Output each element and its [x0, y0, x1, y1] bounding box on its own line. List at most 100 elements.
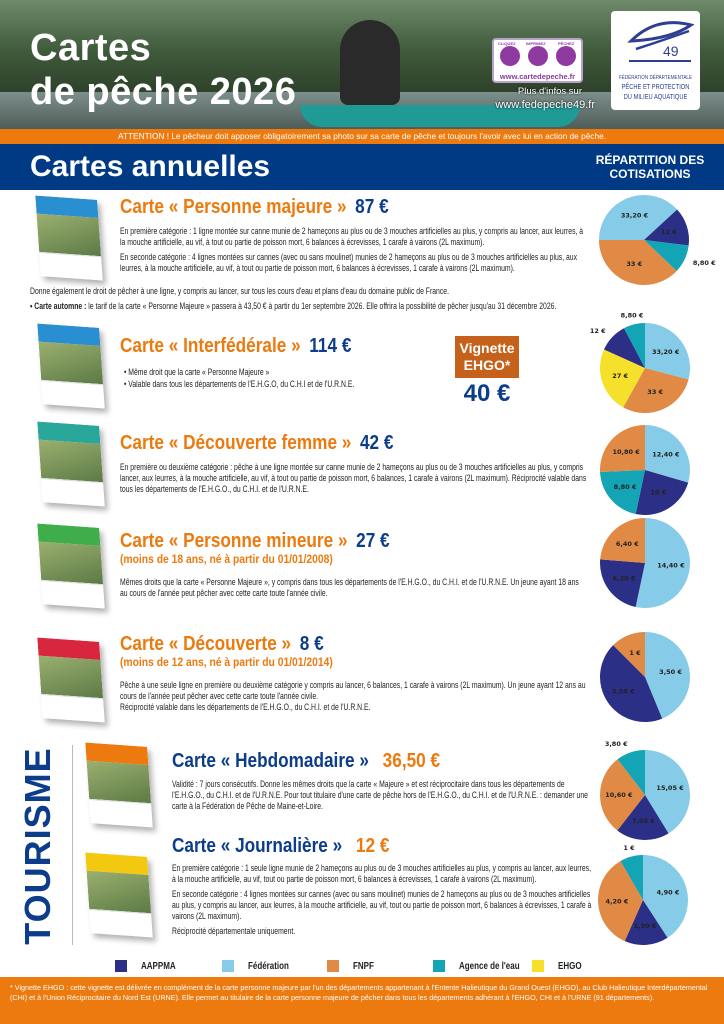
- pie-chart: 14,40 € 6,20 € 6,40 €: [600, 518, 690, 608]
- print-icon: [528, 46, 548, 66]
- fish-icon: [556, 46, 576, 66]
- pie-slice: [600, 349, 645, 408]
- footnote: * Vignette EHGO : cette vignette est dél…: [0, 977, 724, 1024]
- paragraph: Pêche à une seule ligne en première ou d…: [120, 680, 586, 701]
- boat: [300, 105, 580, 127]
- card-thumbnail: [37, 523, 105, 609]
- pie-slice-label: 8,80 €: [621, 312, 644, 320]
- pie-slice: [600, 759, 645, 831]
- paragraph: Réciprocité départementale uniquement.: [172, 926, 296, 936]
- legend-swatch: [222, 960, 234, 972]
- card-description: En première ou deuxième catégorie : pêch…: [120, 462, 587, 499]
- cartedepeche-logo[interactable]: CLIQUEZ IMPRIMEZ PÊCHEZ www.cartedepeche…: [492, 38, 583, 83]
- pie-slice-label: 14,40 €: [657, 562, 685, 570]
- pie-slice-label: 12 €: [661, 228, 677, 236]
- tourisme-label: TOURISME: [17, 747, 58, 945]
- price: 87 €: [355, 196, 389, 218]
- legend-swatch: [115, 960, 127, 972]
- info-url[interactable]: www.fedepeche49.fr: [495, 99, 595, 111]
- step-label: IMPRIMEZ: [526, 41, 546, 46]
- pie-slice: [620, 855, 643, 900]
- pie-slice-label: 15,05 €: [656, 784, 684, 792]
- vignette-price: 40 €: [463, 380, 511, 407]
- card-title-personne-mineure: Carte « Personne mineure » 27 €: [120, 530, 390, 552]
- section-title: Cartes annuelles: [30, 150, 271, 183]
- card-title-journaliere: Carte « Journalière » 12 €: [172, 835, 390, 857]
- card-description: Mêmes droits que la carte « Personne Maj…: [120, 577, 587, 603]
- pie-slice-label: 3,80 €: [605, 740, 628, 748]
- pie-slice-label: 8,80 €: [693, 259, 716, 267]
- price: 12 €: [355, 835, 390, 857]
- pie-slice-label: 10,60 €: [605, 791, 633, 799]
- card-thumbnail: [37, 637, 105, 723]
- pie-slice: [598, 861, 643, 942]
- click-icon: [500, 46, 520, 66]
- pie-chart: 33,20 € 33 € 27 € 12 € 8,80 €: [590, 312, 690, 413]
- pie-slice: [645, 749, 691, 834]
- pie-slice-label: 1,90 €: [634, 922, 657, 930]
- pie-slice: [644, 240, 689, 271]
- paragraph: En première ou deuxième catégorie : pêch…: [120, 462, 587, 494]
- price: 42 €: [359, 432, 394, 454]
- card-description: Validité : 7 jours consécutifs. Donne le…: [172, 779, 592, 816]
- price: 114 €: [309, 335, 352, 357]
- pie-chart: 12,40 € 10 € 8,80 € 10,80 €: [600, 425, 690, 515]
- card-description: En première catégorie : 1 ligne montée s…: [120, 226, 587, 278]
- legend-swatch: [433, 960, 445, 972]
- pie-slice-label: 3,50 €: [612, 688, 635, 696]
- cotisations-pie-charts: 33,20 € 12 € 8,80 € 33 € 33,20 € 33 € 27 € 12 €…: [590, 195, 716, 946]
- pie-chart: 3,50 € 3,50 € 1 €: [600, 632, 690, 722]
- legend-item: Fédération: [222, 960, 299, 972]
- pie-slice: [613, 632, 645, 677]
- page-title-line1: Cartes: [30, 27, 152, 69]
- card-thumbnail: [37, 421, 105, 507]
- federation-name-line: PÊCHE ET PROTECTION: [621, 84, 690, 91]
- pie-slice-label: 4,90 €: [657, 889, 680, 897]
- paragraph: Validité : 7 jours consécutifs. Donne le…: [172, 779, 588, 811]
- card-title-decouverte: Carte « Découverte » 8 €: [120, 633, 324, 655]
- pie-slice-label: 1 €: [623, 844, 635, 852]
- paragraph: En première catégorie : 1 seule ligne mu…: [172, 863, 591, 884]
- card-notes: Donne également le droit de pêcher à une…: [30, 286, 592, 316]
- federation-name-line: FÉDÉRATION DÉPARTEMENTALE: [618, 75, 693, 81]
- pie-slice-label: 6,40 €: [616, 540, 639, 548]
- pie-slice: [600, 470, 645, 515]
- divider: [72, 745, 73, 945]
- pie-slice: [645, 632, 690, 719]
- cartedepeche-url[interactable]: www.cartedepeche.fr: [499, 72, 576, 81]
- pie-slice-label: 4,20 €: [606, 897, 629, 905]
- pie-slice: [617, 750, 645, 795]
- section-band: Cartes annuelles RÉPARTITION DES COTISAT…: [0, 144, 724, 190]
- card-thumbnail: [35, 195, 103, 281]
- card-bullets: • Même droit que la carte « Personne Maj…: [124, 366, 443, 390]
- bullet: • Valable dans tous les départements de …: [124, 379, 355, 389]
- pie-chart: 33,20 € 12 € 8,80 € 33 €: [599, 195, 716, 285]
- pie-slice: [623, 368, 689, 413]
- card-title-personne-majeure: Carte « Personne majeure » 87 €: [120, 196, 389, 218]
- legend-item: EHGO: [532, 960, 587, 972]
- pie-slice: [645, 323, 690, 380]
- pie-slice: [600, 425, 645, 473]
- paragraph: En première catégorie : 1 ligne montée s…: [120, 226, 584, 247]
- pie-slice: [600, 645, 663, 722]
- pie-slice: [600, 559, 645, 608]
- pie-slice-label: 7,05 €: [632, 817, 655, 825]
- pie-slice: [599, 195, 678, 240]
- card-thumbnail: [85, 852, 153, 938]
- legend-swatch: [532, 960, 544, 972]
- pie-slice-label: 27 €: [612, 372, 628, 380]
- pie-slice-label: 33,20 €: [621, 212, 649, 220]
- pie-slice-label: 6,20 €: [613, 575, 636, 583]
- bullet: • Même droit que la carte « Personne Maj…: [124, 367, 270, 377]
- legend: AAPPMA Fédération FNPF Agence de l'eau E…: [0, 958, 724, 976]
- department-number: 49: [663, 43, 679, 59]
- card-thumbnail: [85, 742, 153, 828]
- pie-slice: [617, 795, 669, 841]
- pie-slice-label: 12 €: [590, 327, 606, 335]
- vignette-ehgo-badge: Vignette EHGO*: [455, 336, 519, 378]
- pie-slice-label: 33,20 €: [652, 348, 680, 356]
- pie-slice: [603, 328, 645, 368]
- fish-logo-icon: [627, 21, 695, 62]
- paragraph: En seconde catégorie : 4 lignes montées …: [172, 889, 592, 921]
- pie-slice-label: 33 €: [647, 388, 663, 396]
